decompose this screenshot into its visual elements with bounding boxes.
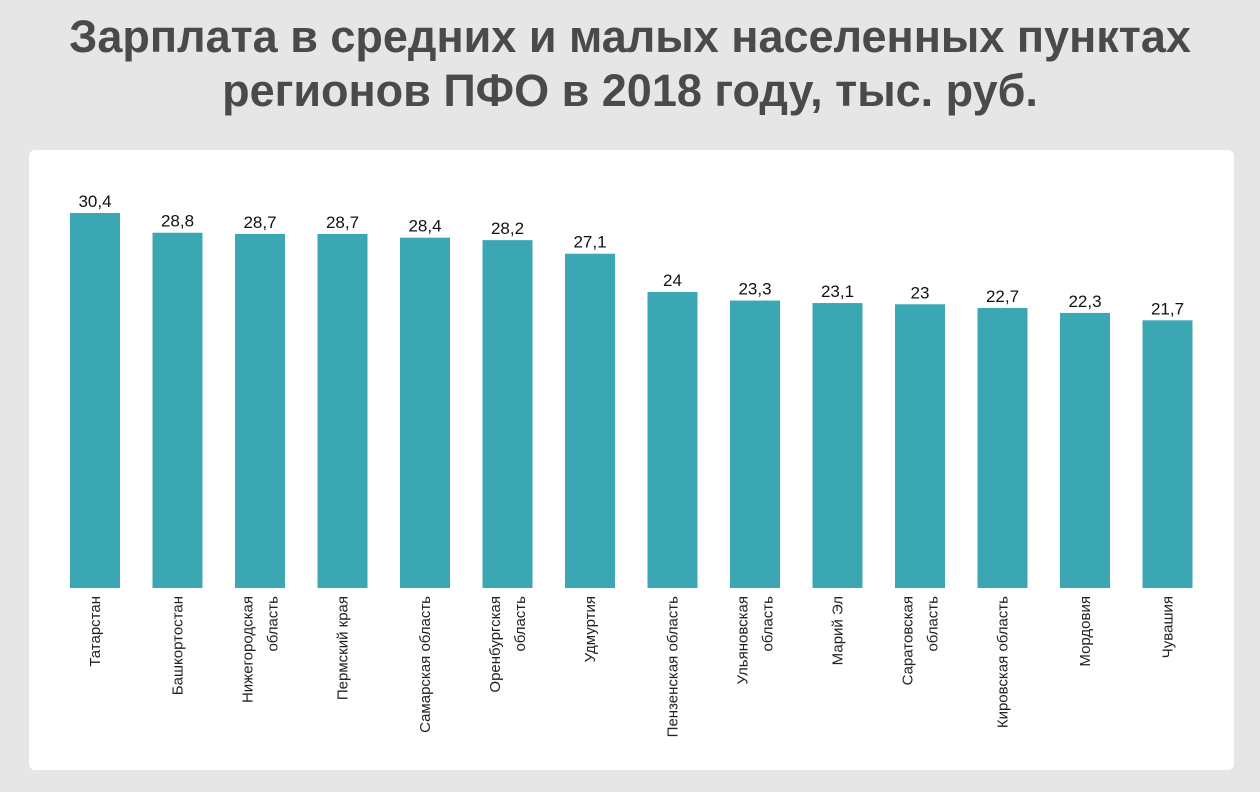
category-label-9: Марий Эл	[830, 596, 847, 665]
bar-1	[152, 232, 203, 588]
category-label-10-line-1: область	[925, 596, 942, 652]
bar-6	[565, 253, 615, 589]
category-label-3-line-0: Пермский края	[335, 596, 352, 700]
category-label-1-line-0: Башкортостан	[170, 596, 187, 695]
data-label-5: 28,2	[491, 219, 524, 238]
category-label-5: Оренбургская область	[487, 596, 529, 693]
chart-title-line-1: Зарплата в средних и малых населенных пу…	[69, 11, 1191, 62]
category-label-8: Ульяновская область	[735, 596, 777, 685]
category-label-2-line-0: Нижегородская	[240, 596, 257, 703]
data-label-4: 28,4	[408, 217, 441, 236]
category-label-11-line-0: Кировская область	[995, 596, 1012, 728]
category-label-7-line-0: Пензенская область	[665, 596, 682, 737]
data-label-2: 28,7	[243, 213, 276, 232]
category-label-10-line-0: Саратовская	[900, 596, 917, 685]
category-label-13-line-0: Чувашия	[1160, 596, 1177, 658]
bar-8	[730, 300, 780, 588]
data-label-12: 22,3	[1068, 292, 1101, 311]
category-label-10: Саратовская область	[900, 596, 942, 686]
category-label-2: Нижегородская область	[240, 596, 282, 703]
category-label-12-line-0: Мордовия	[1077, 596, 1094, 667]
category-label-6-line-0: Удмуртия	[582, 596, 599, 662]
bar-2	[235, 233, 285, 588]
chart-title-line-2: регионов ПФО в 2018 году, тыс. руб.	[222, 65, 1038, 116]
data-label-13: 21,7	[1151, 299, 1184, 318]
data-label-6: 27,1	[573, 233, 606, 252]
category-label-3: Пермский края	[335, 596, 352, 700]
category-label-12: Мордовия	[1077, 596, 1094, 667]
category-label-4-line-0: Самарская область	[417, 596, 434, 733]
category-label-2-line-1: область	[265, 596, 282, 652]
category-label-5-line-0: Оренбургская	[487, 596, 504, 693]
data-label-3: 28,7	[326, 213, 359, 232]
data-label-9: 23,1	[821, 282, 854, 301]
data-label-1: 28,8	[161, 212, 194, 231]
bar-7	[647, 291, 698, 588]
category-label-0-line-0: Татарстан	[87, 596, 104, 667]
data-label-0: 30,4	[78, 192, 111, 211]
category-label-13: Чувашия	[1160, 596, 1177, 658]
category-label-11: Кировская область	[995, 596, 1012, 728]
bar-9	[812, 303, 863, 588]
data-label-7: 24	[663, 271, 682, 290]
bar-10	[895, 304, 945, 588]
bar-5	[482, 240, 533, 588]
category-label-8-line-1: область	[760, 596, 777, 652]
bar-12	[1060, 312, 1110, 588]
category-label-9-line-0: Марий Эл	[830, 596, 847, 665]
category-label-0: Татарстан	[87, 596, 104, 667]
category-label-7: Пензенская область	[665, 596, 682, 737]
bar-11	[977, 307, 1028, 588]
bar-0	[70, 213, 120, 588]
category-label-6: Удмуртия	[582, 596, 599, 662]
bar-4	[400, 237, 450, 588]
data-label-8: 23,3	[738, 280, 771, 299]
bar-13	[1142, 320, 1193, 588]
category-label-4: Самарская область	[417, 596, 434, 733]
data-label-11: 22,7	[986, 287, 1019, 306]
category-label-8-line-0: Ульяновская	[735, 596, 752, 685]
data-label-10: 23	[911, 283, 930, 302]
bar-3	[317, 233, 368, 588]
chart-card	[29, 150, 1234, 770]
chart-title: Зарплата в средних и малых населенных пу…	[0, 10, 1260, 118]
category-label-1: Башкортостан	[170, 596, 187, 695]
category-label-5-line-1: область	[512, 596, 529, 652]
